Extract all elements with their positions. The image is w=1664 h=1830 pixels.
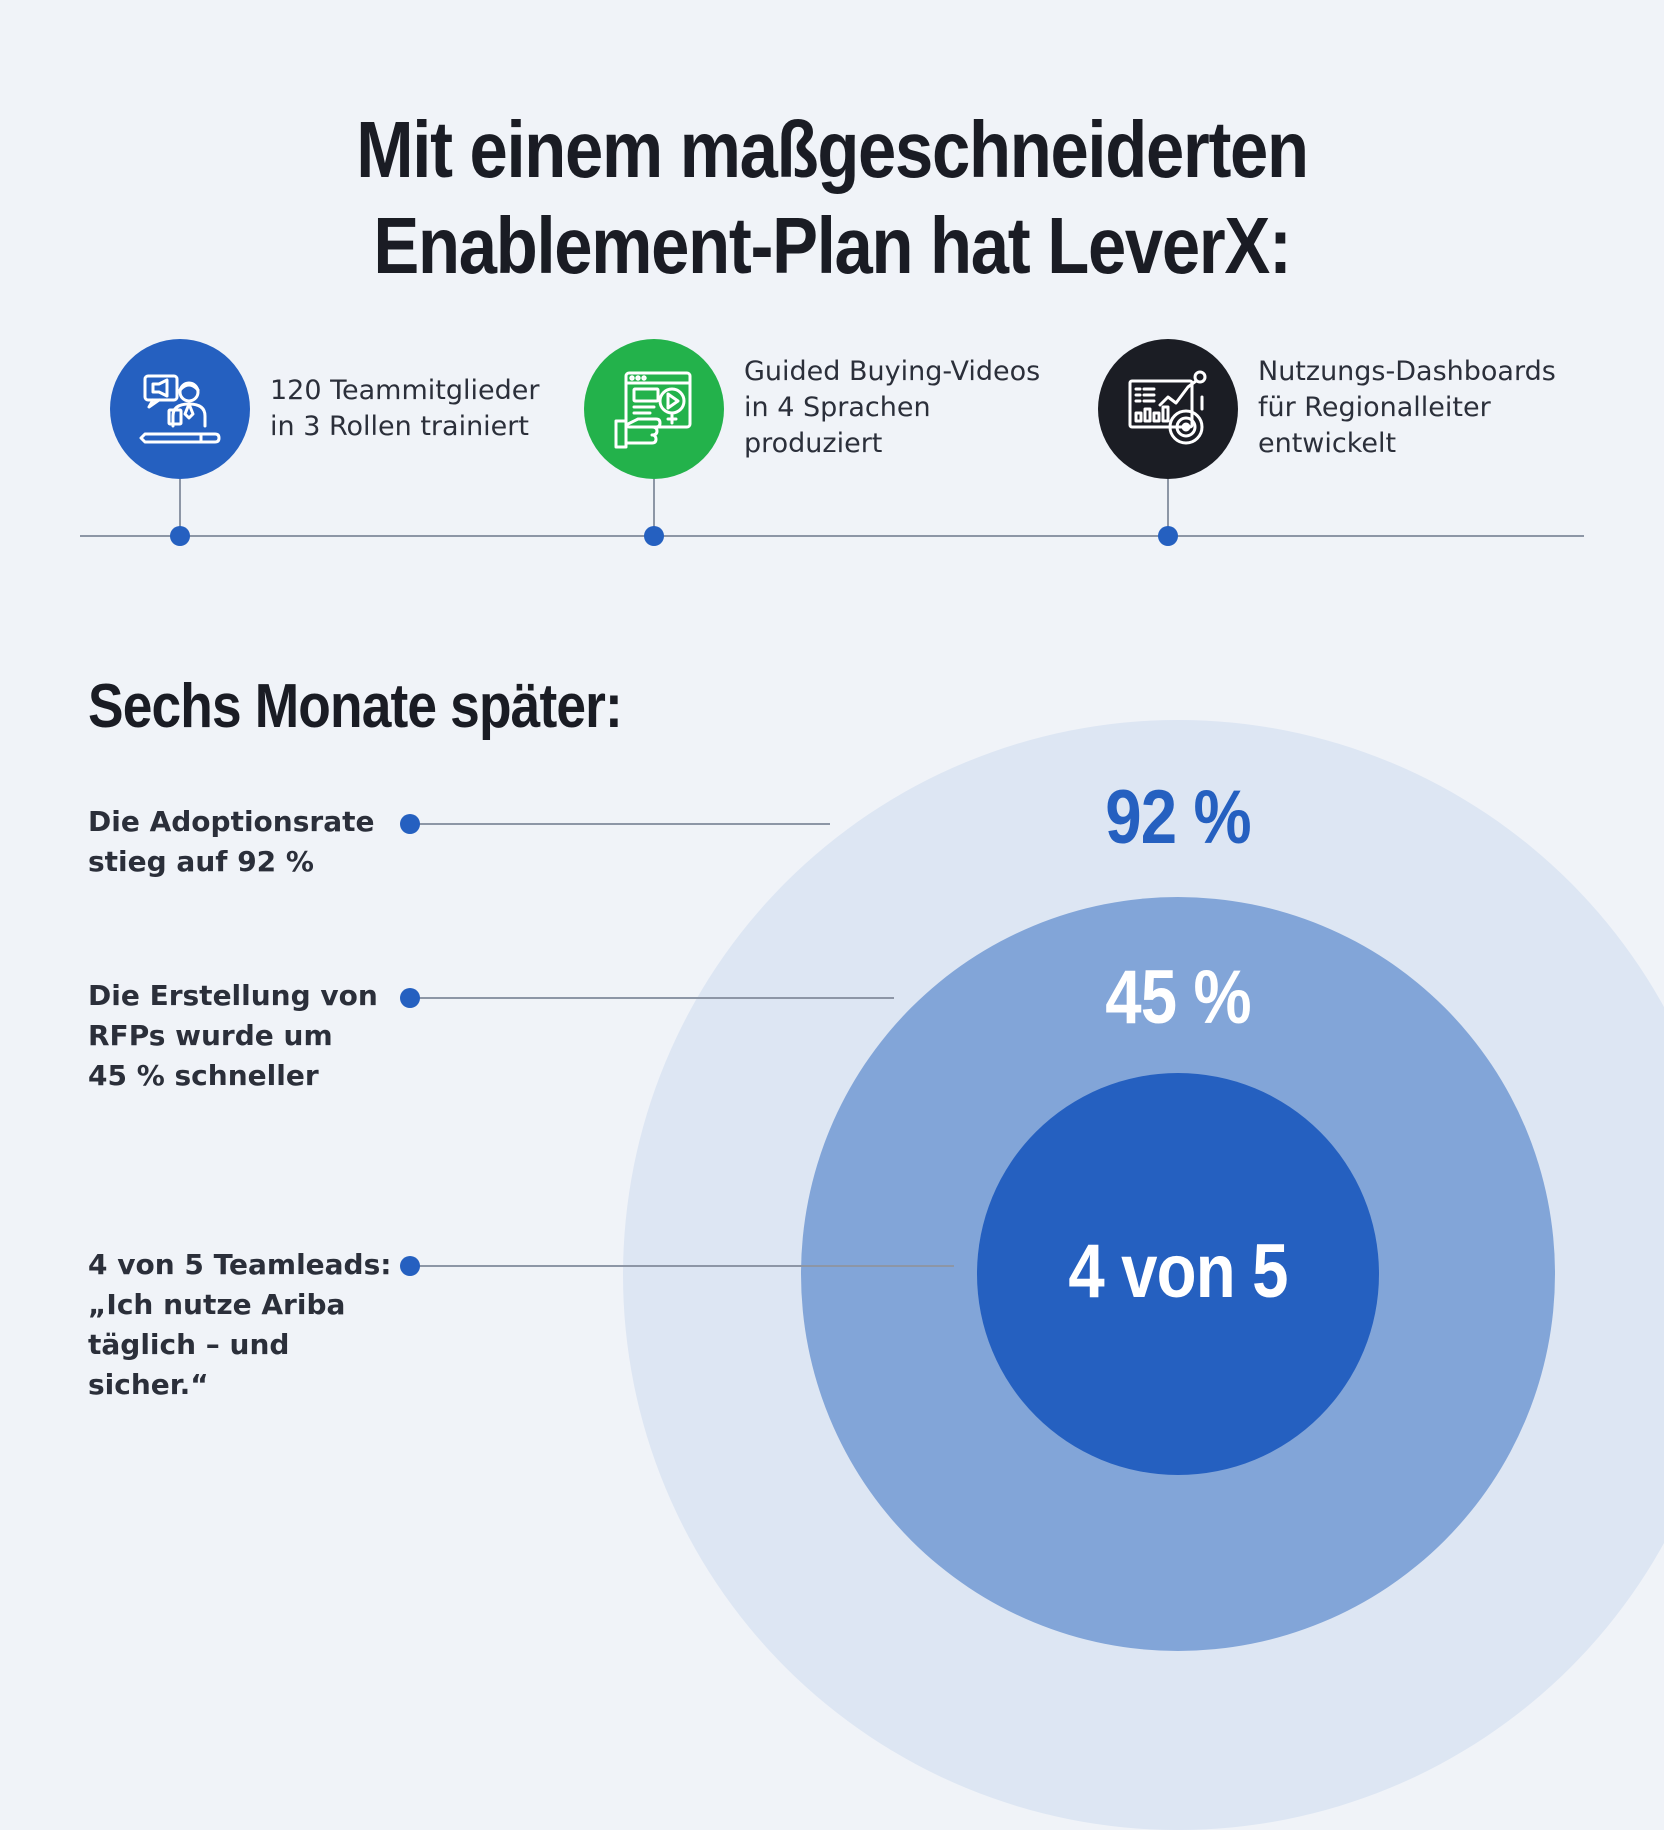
step-label: 120 Teammitglieder in 3 Rollen trainiert bbox=[270, 375, 540, 442]
timeline-stem bbox=[1167, 479, 1169, 535]
step-label: Guided Buying-Videos in 4 Sprachen produ… bbox=[744, 356, 1041, 459]
timeline-line bbox=[80, 535, 1584, 537]
results-title: Sechs Monate später: bbox=[88, 672, 623, 741]
result-connector-line bbox=[410, 1265, 954, 1267]
result-adoption-text: Die Adoptionsrate stieg auf 92 % bbox=[88, 805, 375, 878]
trainer-presentation-icon bbox=[139, 374, 221, 444]
title-line-1: Mit einem maßgeschneiderten bbox=[356, 105, 1309, 194]
result-connector-line bbox=[410, 997, 894, 999]
analytics-dashboard-icon bbox=[1128, 370, 1207, 445]
timeline-stem bbox=[653, 479, 655, 535]
timeline-dot bbox=[170, 526, 190, 546]
timeline-stem bbox=[179, 479, 181, 535]
timeline-dot bbox=[644, 526, 664, 546]
title-line-2: Enablement-Plan hat LeverX: bbox=[373, 201, 1291, 290]
step-icon-circle bbox=[584, 339, 724, 479]
step-label: Nutzungs-Dashboards für Regionalleiter e… bbox=[1258, 356, 1556, 459]
result-connector-dot bbox=[400, 1256, 420, 1276]
video-click-icon bbox=[614, 371, 692, 449]
result-connector-dot bbox=[400, 814, 420, 834]
ring-value-rfp: 45 % bbox=[1105, 955, 1251, 1040]
result-connector-line bbox=[410, 823, 830, 825]
step-icon-circle bbox=[110, 339, 250, 479]
step-icon-circle bbox=[1098, 339, 1238, 479]
result-connector-dot bbox=[400, 988, 420, 1008]
ring-value-teamleads: 4 von 5 bbox=[1068, 1229, 1288, 1314]
ring-value-adoption: 92 % bbox=[1105, 775, 1251, 860]
result-teamleads-text: 4 von 5 Teamleads: „Ich nutze Ariba tägl… bbox=[88, 1248, 392, 1401]
page-title: Mit einem maßgeschneiderten Enablement-P… bbox=[116, 102, 1547, 294]
result-rfp-text: Die Erstellung von RFPs wurde um 45 % sc… bbox=[88, 979, 378, 1092]
timeline-dot bbox=[1158, 526, 1178, 546]
